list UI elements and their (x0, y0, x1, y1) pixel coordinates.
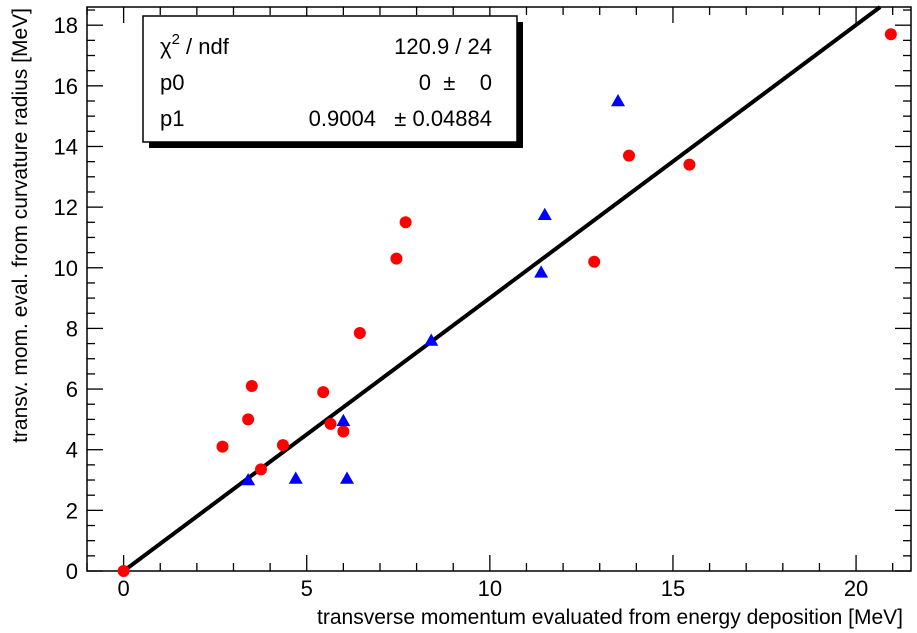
stats-chi-sup: 2 (172, 31, 180, 48)
stats-chi2-label: χ2 / ndf (160, 31, 230, 59)
stats-box-bg (142, 15, 518, 143)
stats-p1-value: 0.9004 ± 0.04884 (309, 106, 492, 131)
y-axis-title: transv. mom. eval. from curvature radius… (9, 8, 32, 443)
y-tick-label: 2 (66, 498, 78, 523)
x-tick-label: 20 (844, 576, 868, 601)
y-tick-label: 16 (54, 74, 78, 99)
blue-triangle-point (288, 471, 303, 484)
stats-chi-suffix: / ndf (180, 34, 230, 59)
blue-triangle-point (340, 471, 355, 484)
y-tick-label: 14 (54, 134, 78, 159)
blue-triangle-point (336, 413, 351, 427)
red-circle-point (254, 463, 267, 476)
red-circle-point (390, 252, 403, 265)
x-axis-title: transverse momentum evaluated from energ… (317, 606, 903, 629)
y-tick-label: 12 (54, 195, 78, 220)
blue-triangle-point (424, 333, 439, 346)
y-tick-label: 8 (66, 316, 78, 341)
x-tick-label: 10 (478, 576, 502, 601)
stats-chi-symbol: χ (160, 34, 172, 59)
red-circle-point (117, 565, 130, 577)
red-circle-point (324, 417, 337, 430)
x-tick-label: 5 (301, 576, 313, 601)
red-circle-point (317, 386, 330, 399)
red-circle-point (216, 440, 229, 453)
red-circle-point (588, 255, 601, 268)
stats-p0-value: 0 ± 0 (419, 70, 492, 95)
y-tick-label: 0 (66, 559, 78, 584)
y-tick-label: 4 (66, 438, 78, 463)
red-circle-point (276, 439, 289, 452)
x-tick-label: 15 (661, 576, 685, 601)
blue-triangle-point (241, 473, 256, 486)
red-circle-point (353, 326, 366, 339)
x-tick-label: 0 (117, 576, 129, 601)
red-circle-point (884, 28, 897, 41)
red-circle-point (245, 380, 258, 393)
red-circle-point (399, 216, 412, 229)
blue-triangle-point (537, 207, 552, 220)
red-circle-point (337, 425, 350, 438)
blue-triangle-point (611, 94, 626, 107)
y-tick-label: 10 (54, 256, 78, 281)
data-points (117, 28, 897, 577)
blue-triangle-point (534, 265, 549, 278)
stats-chi2-value: 120.9 / 24 (394, 34, 492, 59)
y-tick-label: 6 (66, 377, 78, 402)
stats-p1-label: p1 (160, 106, 184, 131)
plot-frame (86, 6, 912, 572)
red-circle-point (242, 413, 255, 426)
x-axis-ticks: 0 5 10 15 20 (86, 7, 894, 601)
y-axis-ticks: 0 2 4 6 8 10 12 14 16 18 (54, 9, 911, 584)
stats-box: χ2 / ndf 120.9 / 24 p0 0 ± 0 p1 0.9004 ±… (142, 15, 523, 148)
red-circle-point (683, 158, 696, 171)
stats-p0-label: p0 (160, 70, 184, 95)
red-circle-point (623, 149, 636, 162)
y-tick-label: 18 (54, 13, 78, 38)
